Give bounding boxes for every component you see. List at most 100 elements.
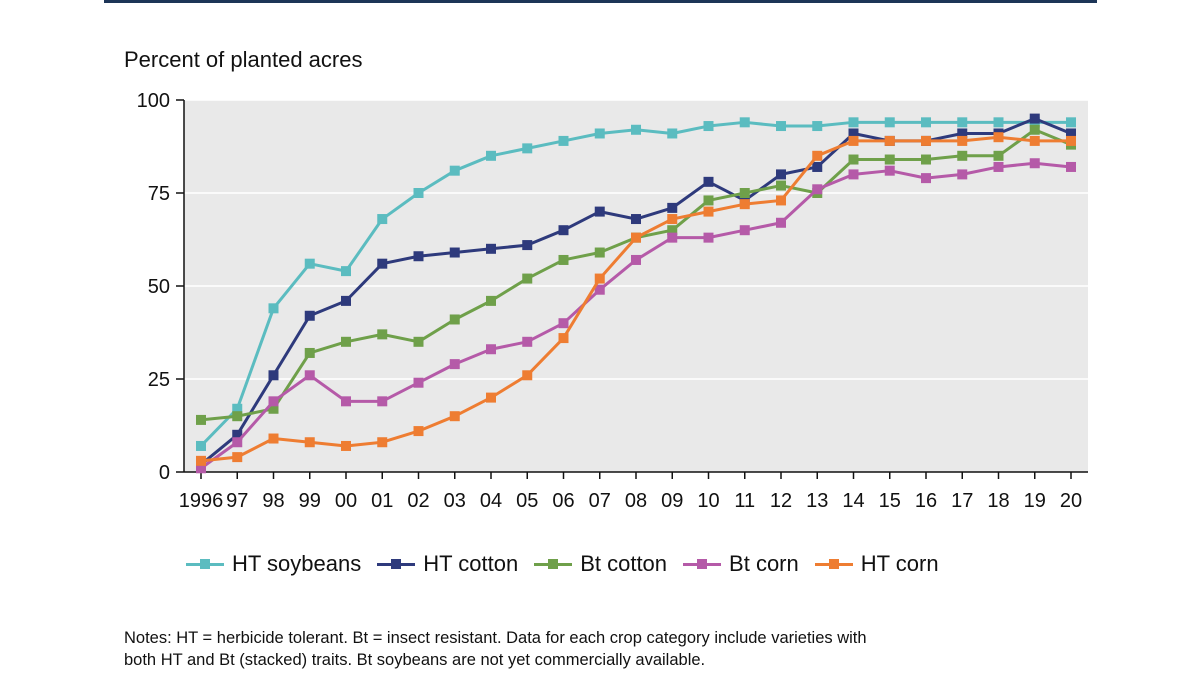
data-point-bt-cotton [232, 411, 243, 422]
data-point-bt-cotton [776, 180, 786, 191]
data-point-bt-corn [993, 161, 1004, 172]
data-point-ht-soybeans [1066, 117, 1076, 128]
x-tick-label: 20 [1060, 490, 1082, 512]
data-point-bt-cotton [341, 336, 351, 347]
series-ht-soybeans [196, 117, 1076, 451]
x-tick-label: 16 [915, 490, 937, 512]
data-point-ht-soybeans [558, 135, 569, 146]
data-point-ht-soybeans [449, 165, 460, 176]
data-point-ht-soybeans [848, 117, 859, 128]
data-point-ht-corn [413, 426, 424, 437]
x-tick-label: 12 [770, 490, 792, 512]
data-point-ht-corn [703, 206, 714, 217]
data-point-bt-cotton [486, 295, 496, 306]
data-point-bt-cotton [377, 329, 388, 340]
legend-item-ht-soybeans: HT soybeans [186, 551, 361, 577]
legend-swatch [814, 557, 853, 571]
data-point-ht-corn [522, 370, 533, 381]
data-point-bt-corn [594, 284, 605, 295]
legend-label: HT cotton [423, 551, 519, 576]
data-point-bt-corn [341, 396, 351, 407]
legend-label: HT corn [860, 551, 939, 576]
data-point-bt-corn [304, 370, 315, 381]
data-point-ht-corn [486, 392, 496, 403]
chart-notes: Notes: HT = herbicide tolerant. Bt = ins… [124, 627, 1084, 671]
legend-label: Bt corn [729, 551, 799, 576]
data-point-ht-corn [848, 135, 859, 146]
data-point-ht-cotton [848, 128, 859, 139]
legend-swatch [186, 557, 224, 571]
data-point-bt-cotton [848, 154, 859, 165]
data-point-ht-cotton [486, 243, 496, 254]
data-point-ht-soybeans [739, 117, 750, 128]
x-tick-label: 17 [951, 490, 973, 512]
data-point-ht-cotton [1066, 128, 1076, 139]
data-point-bt-corn [196, 463, 206, 474]
data-point-ht-cotton [377, 258, 388, 269]
data-point-ht-corn [921, 135, 931, 146]
data-point-ht-corn [558, 333, 569, 344]
data-point-ht-corn [993, 132, 1004, 143]
data-point-ht-cotton [341, 295, 351, 306]
data-point-ht-corn [449, 411, 460, 422]
legend-item-bt-corn: Bt corn [683, 551, 799, 577]
data-point-bt-corn [232, 437, 243, 448]
data-point-ht-corn [739, 199, 750, 210]
legend-label: Bt cotton [580, 551, 668, 576]
data-point-ht-cotton [594, 206, 605, 217]
data-point-bt-corn [1066, 161, 1076, 172]
data-point-ht-soybeans [776, 121, 786, 132]
legend-item-ht-corn: HT corn [814, 551, 939, 577]
data-point-ht-cotton [449, 247, 460, 258]
y-tick-labels: 0 25 50 75 100 [137, 90, 170, 484]
data-point-bt-cotton [304, 347, 315, 358]
data-point-ht-corn [812, 150, 823, 161]
data-point-bt-corn [1029, 158, 1040, 169]
legend-item-ht-cotton: HT cotton [377, 551, 518, 577]
y-tick-label: 50 [148, 276, 170, 298]
data-point-ht-cotton [631, 214, 641, 225]
x-tick-label: 07 [589, 490, 611, 512]
data-point-ht-soybeans [413, 188, 424, 198]
data-point-ht-cotton [776, 169, 786, 180]
data-point-ht-corn [268, 433, 279, 444]
data-point-ht-cotton [413, 251, 424, 262]
data-point-bt-corn [522, 336, 533, 347]
data-point-bt-corn [921, 173, 931, 184]
x-tick-label: 13 [806, 490, 828, 512]
data-point-ht-cotton [812, 161, 823, 172]
y-tick-label: 0 [159, 462, 170, 484]
data-point-ht-corn [667, 214, 678, 225]
x-tick-label: 15 [879, 490, 901, 512]
data-point-bt-cotton [884, 154, 895, 165]
data-point-ht-cotton [667, 202, 678, 213]
x-tick-label: 02 [407, 490, 429, 512]
data-point-bt-cotton [921, 154, 931, 165]
data-point-bt-corn [812, 184, 823, 195]
y-tick-label: 100 [137, 90, 170, 112]
data-point-bt-corn [377, 396, 388, 407]
line-chart: 0 25 50 75 100 1996 97 98 99 00 01 02 03 04 05 06 07 08 0… [137, 90, 1088, 512]
data-point-bt-cotton [413, 336, 424, 347]
x-tick-label: 06 [552, 490, 574, 512]
axes [176, 99, 1088, 479]
data-point-ht-soybeans [522, 143, 533, 154]
data-point-ht-soybeans [196, 440, 206, 451]
data-point-ht-soybeans [486, 150, 496, 161]
data-point-ht-soybeans [667, 128, 678, 139]
data-point-bt-corn [776, 217, 786, 228]
x-tick-label: 19 [1024, 490, 1046, 512]
data-point-bt-cotton [993, 150, 1004, 161]
legend-swatch [534, 557, 573, 571]
data-point-bt-corn [957, 169, 968, 180]
data-point-ht-cotton [268, 370, 279, 381]
x-tick-label: 05 [516, 490, 538, 512]
data-point-ht-soybeans [631, 124, 641, 135]
x-tick-label: 14 [842, 490, 864, 512]
data-point-ht-corn [884, 135, 895, 146]
y-tick-label: 75 [148, 183, 170, 205]
data-point-bt-corn [558, 318, 569, 329]
data-point-ht-soybeans [993, 117, 1004, 128]
series-lines [196, 113, 1076, 474]
series-ht-corn [196, 132, 1076, 466]
